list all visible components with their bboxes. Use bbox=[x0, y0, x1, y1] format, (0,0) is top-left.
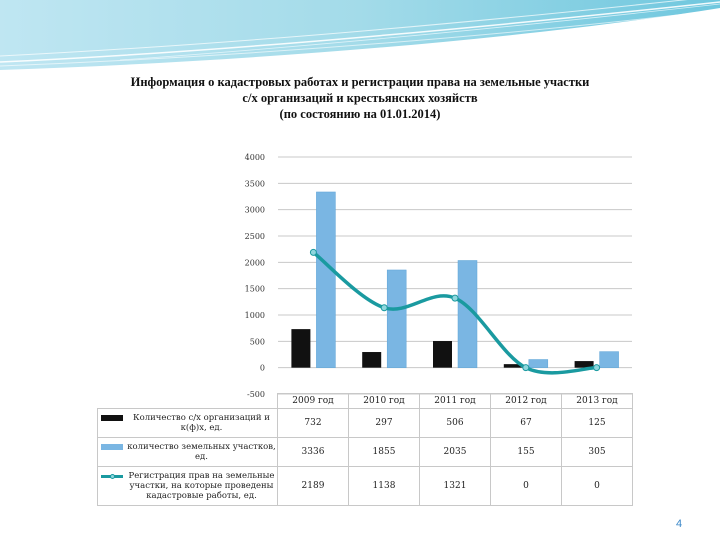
x-tick-label: 2012 год bbox=[490, 393, 562, 409]
data-label: 1138 bbox=[348, 466, 420, 506]
data-label: 125 bbox=[561, 408, 633, 438]
registration-point bbox=[380, 304, 388, 312]
legend-swatch bbox=[101, 415, 123, 421]
y-tick-label: 2500 bbox=[245, 232, 265, 241]
slide-title: Информация о кадастровых работах и регис… bbox=[0, 74, 720, 122]
table-header-row: 2009 год 2010 год 2011 год 2012 год 2013… bbox=[98, 393, 633, 409]
y-tick-label: 1000 bbox=[245, 311, 265, 320]
y-axis-tick-labels: 4000 3500 3000 2500 2000 1500 1000 500 0 -500 bbox=[245, 153, 265, 399]
y-tick-label: 4000 bbox=[245, 153, 265, 162]
title-line-2: с/х организаций и крестьянских хозяйств bbox=[242, 91, 478, 105]
data-label: 0 bbox=[561, 466, 633, 506]
line-series bbox=[309, 248, 601, 375]
y-tick-label: -500 bbox=[247, 390, 265, 399]
data-label: 1321 bbox=[419, 466, 491, 506]
data-label: 297 bbox=[348, 408, 420, 438]
bar-land-plots bbox=[599, 351, 619, 368]
bar-organizations bbox=[362, 352, 382, 368]
title-line-3: (по состоянию на 01.01.2014) bbox=[279, 107, 441, 121]
y-tick-label: 3500 bbox=[245, 179, 265, 188]
registration-point bbox=[451, 294, 459, 302]
bar-organizations bbox=[433, 341, 452, 368]
table-row: Регистрация прав на земельные участки, н… bbox=[97, 466, 633, 506]
page-number: 4 bbox=[676, 518, 683, 530]
x-tick-label: 2009 год bbox=[277, 393, 349, 409]
registration-line bbox=[312, 251, 597, 375]
y-tick-label: 2000 bbox=[245, 258, 265, 267]
data-label: 2189 bbox=[277, 466, 349, 506]
x-tick-label: 2011 год bbox=[419, 393, 491, 409]
x-tick-label: 2013 год bbox=[561, 393, 633, 409]
legend-label: Количество с/х организаций и к(ф)х, ед. bbox=[133, 413, 270, 433]
legend-swatch bbox=[101, 444, 123, 450]
y-tick-label: 3000 bbox=[245, 206, 265, 215]
legend-label: Регистрация прав на земельные участки, н… bbox=[128, 471, 275, 501]
bar-organizations bbox=[574, 361, 594, 368]
registration-point bbox=[593, 364, 601, 372]
title-line-1: Информация о кадастровых работах и регис… bbox=[130, 75, 590, 89]
table-row: количество земельных участков, ед. 3336 … bbox=[97, 437, 633, 467]
data-label: 1855 bbox=[348, 437, 420, 467]
bar-land-plots bbox=[316, 191, 336, 368]
data-label: 2035 bbox=[419, 437, 491, 467]
data-label: 67 bbox=[490, 408, 562, 438]
data-label: 506 bbox=[419, 408, 491, 438]
data-label: 0 bbox=[490, 466, 562, 506]
x-tick-label: 2010 год bbox=[348, 393, 420, 409]
y-tick-label: 500 bbox=[250, 337, 265, 346]
table-row: Количество с/х организаций и к(ф)х, ед. … bbox=[97, 408, 633, 438]
data-label: 155 bbox=[490, 437, 562, 467]
y-tick-label: 1500 bbox=[245, 285, 265, 294]
y-tick-label: 0 bbox=[260, 364, 265, 373]
bar-land-plots bbox=[386, 269, 407, 368]
registration-point bbox=[309, 248, 317, 256]
legend-swatch bbox=[101, 473, 123, 479]
data-label: 305 bbox=[561, 437, 633, 467]
legend-entry: Регистрация прав на земельные участки, н… bbox=[97, 466, 278, 506]
legend-entry: Количество с/х организаций и к(ф)х, ед. bbox=[97, 408, 278, 438]
registration-point bbox=[522, 364, 530, 372]
data-label: 3336 bbox=[277, 437, 349, 467]
chart-data-table: 2009 год 2010 год 2011 год 2012 год 2013… bbox=[97, 393, 633, 506]
legend-entry: количество земельных участков, ед. bbox=[97, 437, 278, 467]
bar-organizations bbox=[503, 364, 523, 368]
data-label: 732 bbox=[277, 408, 349, 438]
bar-land-plots bbox=[528, 359, 549, 368]
table-corner bbox=[98, 394, 278, 409]
header-decoration bbox=[0, 0, 720, 70]
bar-series bbox=[291, 191, 619, 368]
bar-organizations bbox=[291, 329, 311, 368]
legend-label: количество земельных участков, ед. bbox=[127, 442, 276, 462]
